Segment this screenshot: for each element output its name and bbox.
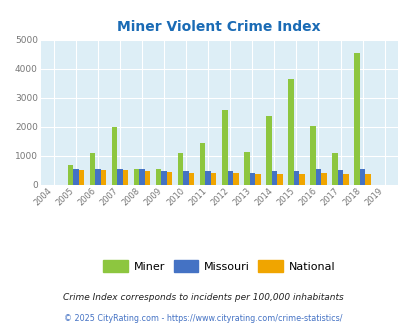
Bar [293,171,298,185]
Bar [315,169,320,185]
Bar [68,165,73,185]
Bar [139,169,145,185]
Bar [222,111,227,185]
Bar [134,169,139,185]
Bar [188,173,194,185]
Bar [156,169,161,185]
Legend: Miner, Missouri, National: Miner, Missouri, National [99,256,339,276]
Bar [111,127,117,185]
Bar [122,170,128,185]
Bar [288,79,293,185]
Bar [271,172,277,185]
Bar [309,126,315,185]
Bar [343,174,348,185]
Bar [100,170,106,185]
Bar [277,174,282,185]
Bar [161,171,166,185]
Bar [205,171,211,185]
Bar [177,153,183,185]
Bar [199,143,205,185]
Text: © 2025 CityRating.com - https://www.cityrating.com/crime-statistics/: © 2025 CityRating.com - https://www.city… [64,314,341,323]
Bar [232,174,238,185]
Bar [254,174,260,185]
Bar [79,170,84,185]
Bar [90,152,95,185]
Bar [227,171,232,185]
Bar [117,169,122,185]
Bar [354,53,359,185]
Bar [166,172,172,185]
Bar [265,116,271,185]
Bar [211,174,216,185]
Bar [331,153,337,185]
Bar [298,174,304,185]
Bar [183,171,188,185]
Bar [364,174,370,185]
Title: Miner Violent Crime Index: Miner Violent Crime Index [117,20,320,34]
Bar [359,169,364,185]
Bar [337,170,343,185]
Bar [243,152,249,185]
Bar [95,169,100,185]
Bar [145,171,150,185]
Bar [320,174,326,185]
Bar [249,173,254,185]
Bar [73,169,79,185]
Text: Crime Index corresponds to incidents per 100,000 inhabitants: Crime Index corresponds to incidents per… [62,292,343,302]
